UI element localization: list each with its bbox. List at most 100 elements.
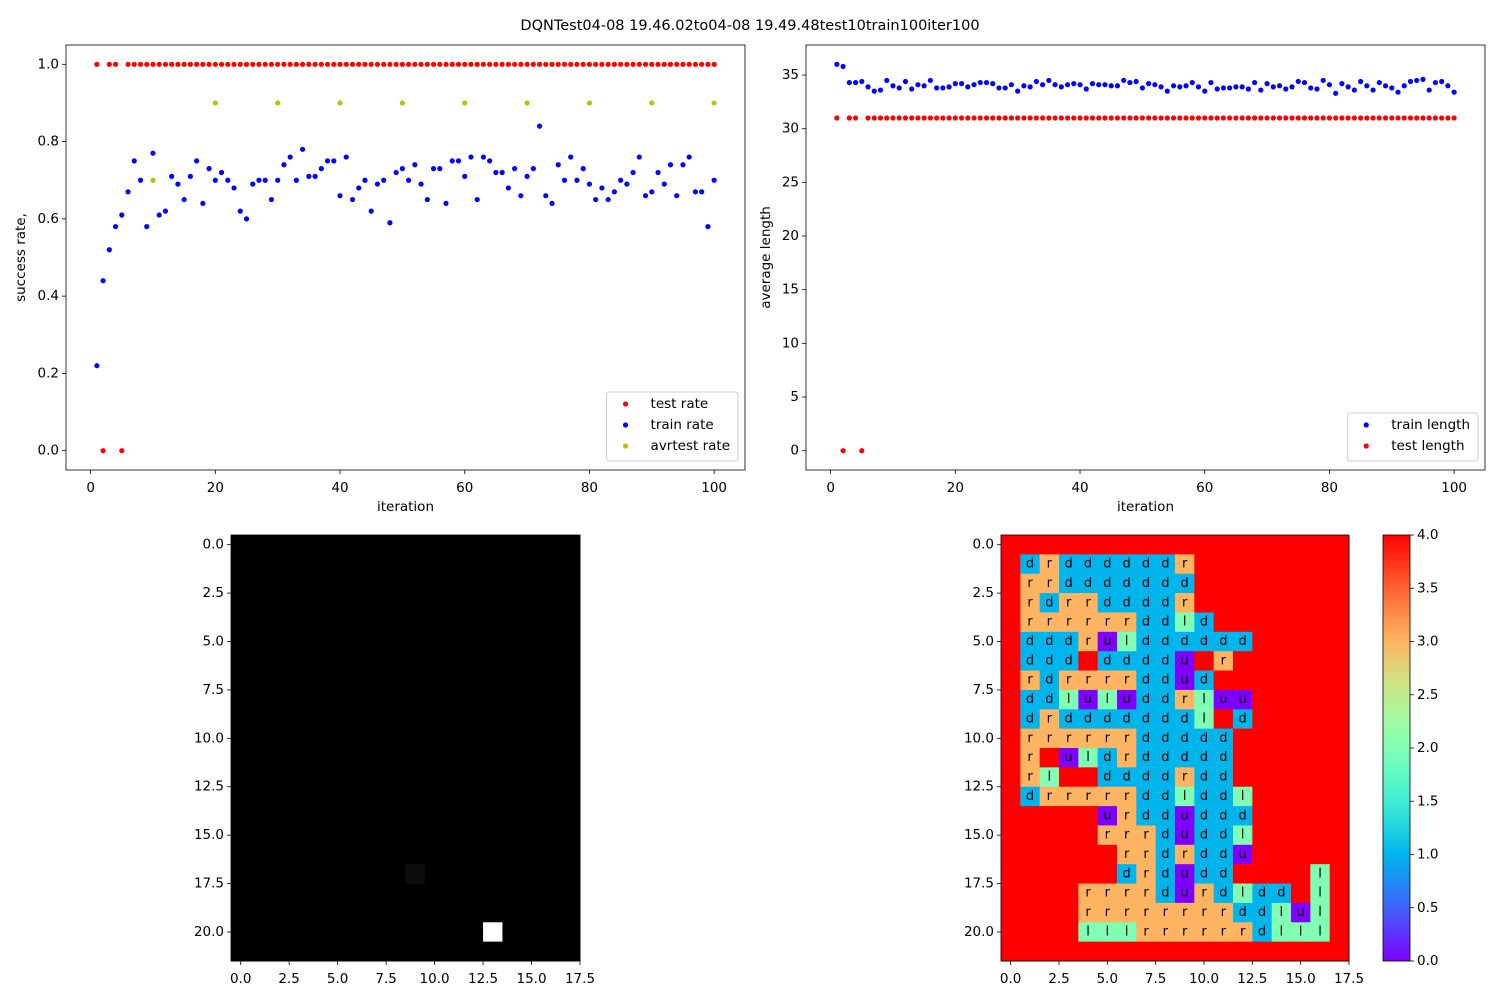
cell (1059, 573, 1079, 594)
x-tick-label: 0 (826, 480, 835, 496)
cell (1001, 631, 1021, 652)
cell (1233, 902, 1253, 923)
cell (1020, 593, 1041, 613)
pixel (308, 883, 329, 904)
point (890, 83, 896, 89)
point (667, 61, 674, 67)
pixel (560, 844, 581, 865)
pixel (424, 728, 445, 749)
pixel (405, 922, 426, 943)
cell-label: r (1066, 673, 1072, 688)
cell-label: d (1161, 634, 1169, 649)
pixel (502, 748, 523, 768)
y-tick-label: 0.6 (38, 211, 59, 227)
cell (1001, 728, 1021, 749)
point (306, 173, 312, 179)
pixel (560, 941, 581, 962)
cell-label: l (1241, 828, 1245, 843)
cell-label: r (1163, 924, 1169, 939)
point (94, 61, 100, 67)
cell-label: d (1065, 653, 1073, 668)
cell-label: d (1161, 886, 1169, 901)
pixel (386, 883, 406, 904)
cell (1155, 825, 1176, 846)
point (430, 61, 437, 67)
cell-label: d (1142, 770, 1150, 785)
pixel (541, 767, 562, 788)
pixel (560, 535, 581, 555)
cell (1020, 554, 1041, 575)
pixel (405, 748, 426, 768)
cell (1194, 573, 1215, 594)
point (692, 189, 699, 195)
cell (1097, 612, 1118, 633)
pixel (463, 631, 484, 652)
point (655, 169, 661, 176)
cell (1155, 748, 1176, 768)
point (250, 61, 256, 67)
cell (1329, 941, 1350, 962)
pixel (444, 709, 465, 730)
pixel (386, 593, 406, 613)
point (194, 158, 200, 164)
cell (1271, 670, 1292, 691)
point (1420, 76, 1426, 82)
cell (1078, 612, 1099, 633)
point (971, 82, 977, 88)
pixel (424, 844, 445, 865)
point (212, 61, 218, 67)
pixel (231, 748, 251, 768)
cell (1291, 844, 1311, 865)
cell (1291, 728, 1311, 749)
pixel (463, 612, 484, 633)
pixel (250, 670, 271, 691)
cell (1078, 767, 1099, 788)
pixel (502, 883, 523, 904)
point (237, 61, 243, 67)
cell (1213, 922, 1234, 943)
cell (1329, 593, 1350, 613)
cell (1117, 883, 1137, 904)
point (605, 61, 611, 67)
cell-label: l (1280, 905, 1284, 920)
cell-label: r (1105, 905, 1111, 920)
y-tick-label: 30 (782, 121, 799, 137)
point (636, 154, 642, 160)
pixel (289, 941, 309, 962)
point (1040, 115, 1046, 121)
point (1320, 77, 1326, 84)
pixel (502, 864, 523, 884)
cell-label: r (1085, 886, 1091, 901)
cell-label: d (1219, 634, 1227, 649)
cell-label: d (1200, 634, 1208, 649)
point (468, 61, 474, 67)
pixel (250, 883, 271, 904)
pixel (289, 748, 309, 768)
pixel (424, 864, 445, 884)
point (1096, 82, 1102, 88)
point (412, 162, 418, 168)
cell (1155, 535, 1176, 555)
pixel (269, 709, 290, 730)
point (356, 61, 362, 67)
pixel (347, 689, 368, 710)
cell (1097, 593, 1118, 613)
point (711, 61, 717, 67)
cell (1329, 922, 1350, 943)
point (518, 193, 524, 199)
pixel (386, 573, 406, 594)
point (871, 88, 877, 94)
pixel (483, 902, 503, 923)
cell-label: r (1085, 731, 1091, 746)
pixel (541, 883, 562, 904)
cell (1136, 535, 1157, 555)
point (1139, 115, 1145, 121)
pixel (483, 883, 503, 904)
cell (1020, 806, 1041, 826)
cell-label: r (1124, 847, 1130, 862)
x-tick-label: 7.5 (1145, 971, 1166, 987)
point (927, 77, 933, 84)
cell-label: r (1047, 615, 1053, 630)
point (686, 61, 692, 67)
pixel (347, 883, 368, 904)
